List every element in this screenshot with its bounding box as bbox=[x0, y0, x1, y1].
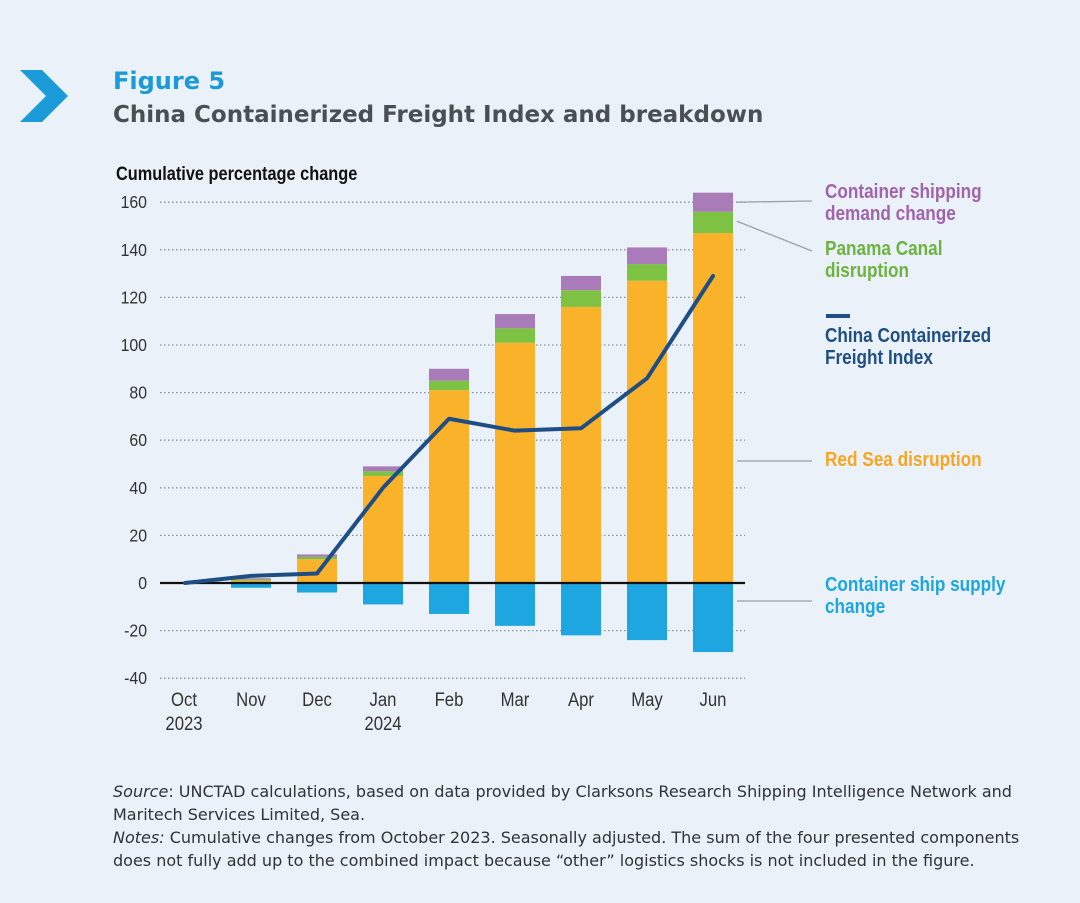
y-tick-label: 20 bbox=[129, 525, 147, 545]
bar-supply bbox=[231, 583, 271, 588]
legend-label-panama: Panama Canal bbox=[825, 237, 943, 260]
bar-panama bbox=[495, 328, 535, 343]
y-tick-label: 60 bbox=[129, 430, 147, 450]
bar-panama bbox=[297, 556, 337, 560]
x-tick-label: Oct bbox=[171, 689, 197, 710]
bar-supply bbox=[627, 583, 667, 641]
bar-redsea bbox=[495, 342, 535, 583]
chevron-arrow-icon bbox=[20, 70, 68, 122]
bar-supply bbox=[297, 583, 337, 593]
notes-note: Notes: Cumulative changes from October 2… bbox=[113, 826, 1033, 872]
y-tick-label: 160 bbox=[121, 192, 147, 212]
x-tick-label: Mar bbox=[501, 689, 530, 710]
x-tick-label: May bbox=[631, 689, 663, 710]
y-axis-label: Cumulative percentage change bbox=[116, 163, 357, 184]
legend-label-ccfi: China Containerized bbox=[825, 324, 991, 347]
bar-redsea bbox=[231, 580, 271, 583]
bar-panama bbox=[429, 380, 469, 391]
legend-label-demand: demand change bbox=[825, 202, 956, 225]
bar-panama bbox=[693, 211, 733, 234]
y-tick-label: -20 bbox=[124, 621, 147, 641]
source-text: : UNCTAD calculations, based on data pro… bbox=[113, 782, 1012, 824]
bar-demand bbox=[297, 554, 337, 557]
x-tick-label: Apr bbox=[568, 689, 594, 710]
bar-supply bbox=[561, 583, 601, 636]
bar-demand bbox=[627, 247, 667, 265]
y-tick-label: 0 bbox=[138, 573, 147, 593]
y-tick-label: 40 bbox=[129, 478, 147, 498]
x-tick-label: Dec bbox=[302, 689, 332, 710]
x-tick-label: Jun bbox=[700, 689, 727, 710]
bar-redsea bbox=[693, 233, 733, 583]
x-tick-label: Feb bbox=[435, 689, 464, 710]
bar-supply bbox=[495, 583, 535, 626]
bar-demand bbox=[561, 275, 601, 291]
bar-demand bbox=[495, 314, 535, 329]
bar-redsea bbox=[363, 475, 403, 583]
bar-demand bbox=[693, 192, 733, 212]
legend-label-ccfi: Freight Index bbox=[825, 346, 934, 369]
y-tick-label: -40 bbox=[124, 668, 147, 688]
bar-redsea bbox=[627, 280, 667, 583]
bar-demand bbox=[363, 466, 403, 472]
bar-panama bbox=[627, 264, 667, 281]
x-tick-sublabel: 2023 bbox=[165, 713, 202, 734]
notes-label: Notes: bbox=[113, 828, 165, 847]
legend-label-supply: Container ship supply bbox=[825, 573, 1006, 596]
source-note: Source: UNCTAD calculations, based on da… bbox=[113, 780, 1033, 826]
legend-label-supply: change bbox=[825, 595, 885, 618]
bar-panama bbox=[561, 290, 601, 307]
source-label: Source bbox=[113, 782, 169, 801]
legend-leader-demand bbox=[736, 200, 813, 203]
chart-title: China Containerized Freight Index and br… bbox=[113, 102, 764, 128]
legend-label-panama: disruption bbox=[825, 259, 909, 282]
figure-label: Figure 5 bbox=[113, 67, 226, 95]
bar-redsea bbox=[561, 306, 601, 583]
y-tick-label: 140 bbox=[121, 240, 147, 260]
bar-demand bbox=[231, 578, 271, 580]
y-tick-label: 100 bbox=[121, 335, 147, 355]
y-tick-label: 80 bbox=[129, 383, 147, 403]
bar-panama bbox=[363, 471, 403, 476]
bar-supply bbox=[693, 583, 733, 653]
legend-label-demand: Container shipping bbox=[825, 180, 982, 203]
y-tick-label: 120 bbox=[121, 287, 147, 307]
bar-demand bbox=[429, 368, 469, 381]
chart-notes: Source: UNCTAD calculations, based on da… bbox=[113, 780, 1033, 872]
bar-supply bbox=[363, 583, 403, 605]
bar-panama bbox=[231, 579, 271, 581]
notes-text: Cumulative changes from October 2023. Se… bbox=[113, 828, 1020, 870]
legend-label-redsea: Red Sea disruption bbox=[825, 448, 982, 471]
chart: Cumulative percentage change 160 140 120 10… bbox=[116, 163, 1006, 734]
bar-supply bbox=[429, 583, 469, 614]
legend-leader-panama bbox=[736, 220, 813, 252]
x-tick-label: Nov bbox=[236, 689, 266, 710]
x-tick-sublabel: 2024 bbox=[364, 713, 401, 734]
x-tick-label: Jan bbox=[370, 689, 397, 710]
